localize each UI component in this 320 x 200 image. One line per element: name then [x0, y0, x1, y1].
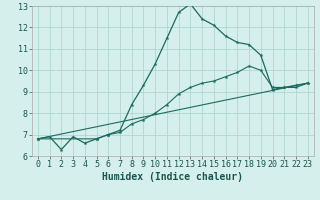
X-axis label: Humidex (Indice chaleur): Humidex (Indice chaleur): [102, 172, 243, 182]
